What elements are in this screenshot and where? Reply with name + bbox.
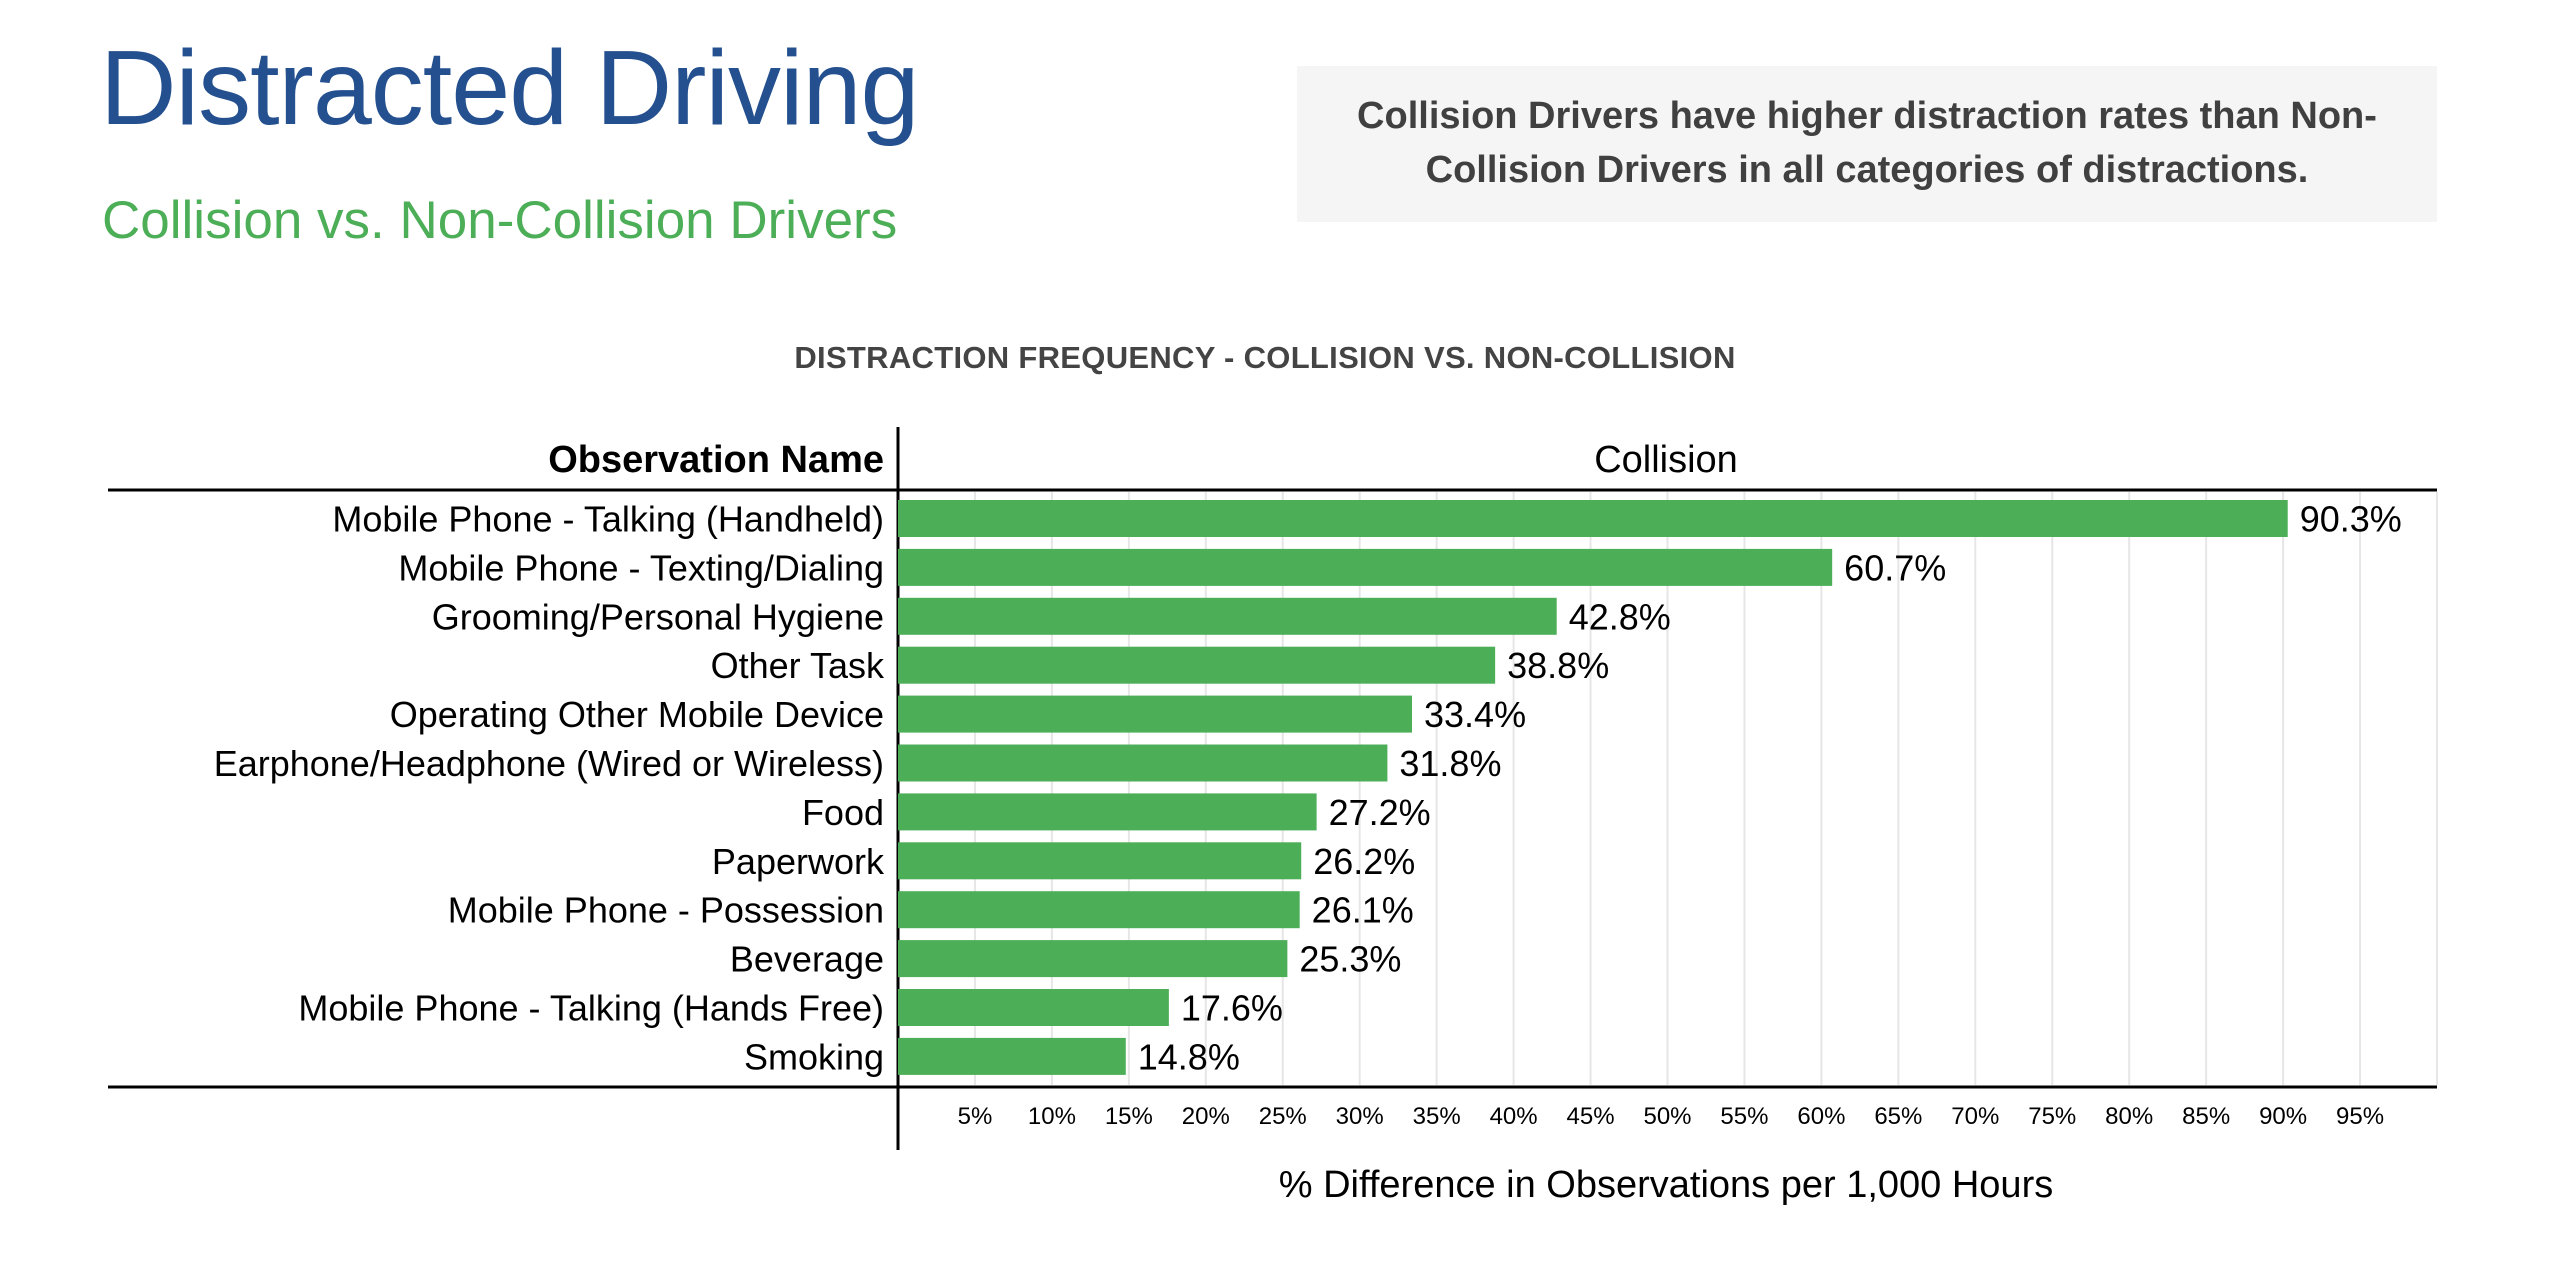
bar xyxy=(898,548,1833,586)
bar xyxy=(898,500,2288,537)
row-header: Observation Name xyxy=(548,439,884,481)
value-label: 60.7% xyxy=(1844,547,1946,588)
chart-title: DISTRACTION FREQUENCY - COLLISION VS. NO… xyxy=(794,340,1736,375)
x-tick-label: 95% xyxy=(2336,1103,2384,1130)
bar xyxy=(898,842,1302,880)
column-header: Collision xyxy=(1594,439,1738,481)
x-tick-label: 85% xyxy=(2182,1103,2230,1130)
value-label: 17.6% xyxy=(1181,988,1283,1029)
category-label: Grooming/Personal Hygiene xyxy=(432,596,884,637)
callout-text: Collision Drivers have higher distractio… xyxy=(1357,95,2377,191)
category-label: Other Task xyxy=(711,645,885,686)
value-label: 38.8% xyxy=(1507,645,1609,686)
x-tick-label: 60% xyxy=(1797,1103,1845,1130)
value-label: 26.1% xyxy=(1312,890,1414,931)
value-label: 33.4% xyxy=(1424,694,1526,735)
chart-axes: Observation Name Collision % Difference … xyxy=(108,427,2437,1206)
x-tick-label: 45% xyxy=(1567,1103,1615,1130)
category-label: Smoking xyxy=(744,1036,884,1077)
x-tick-label: 65% xyxy=(1874,1103,1922,1130)
x-tick-label: 5% xyxy=(958,1103,993,1130)
x-tick-label: 15% xyxy=(1105,1103,1153,1130)
x-axis-label: % Difference in Observations per 1,000 H… xyxy=(1279,1164,2053,1206)
value-label: 25.3% xyxy=(1299,939,1401,980)
category-label: Mobile Phone - Possession xyxy=(448,890,884,931)
category-label: Mobile Phone - Texting/Dialing xyxy=(398,547,884,588)
value-label: 90.3% xyxy=(2300,499,2402,540)
x-tick-label: 10% xyxy=(1028,1103,1076,1130)
x-axis-ticks: 5% 10% 15% 20% 25% 30% 35% 40% 45% 50% 55% 60% 65% 70… xyxy=(958,1103,2384,1130)
x-tick-label: 35% xyxy=(1413,1103,1461,1130)
bar xyxy=(898,744,1388,782)
category-label: Beverage xyxy=(730,939,884,980)
value-label: 27.2% xyxy=(1329,792,1431,833)
x-tick-label: 55% xyxy=(1720,1103,1768,1130)
bar xyxy=(898,793,1317,831)
x-tick-label: 50% xyxy=(1643,1103,1691,1130)
bar xyxy=(898,940,1288,978)
x-tick-label: 30% xyxy=(1336,1103,1384,1130)
x-tick-label: 75% xyxy=(2028,1103,2076,1130)
bar xyxy=(898,1037,1126,1075)
bar xyxy=(898,695,1413,733)
value-labels: 90.3% 60.7% 42.8% 38.8% 33.4% 31.8% 27.2% 26.2%… xyxy=(1138,499,2402,1078)
value-label: 14.8% xyxy=(1138,1036,1240,1077)
callout-box: Collision Drivers have higher distractio… xyxy=(1297,66,2437,222)
value-label: 31.8% xyxy=(1399,743,1501,784)
bar xyxy=(898,989,1169,1026)
bars xyxy=(898,500,2288,1075)
value-label: 26.2% xyxy=(1313,841,1415,882)
page-title: Distracted Driving xyxy=(100,29,919,147)
page-subtitle: Collision vs. Non-Collision Drivers xyxy=(102,191,898,250)
bar xyxy=(898,891,1300,929)
value-label: 42.8% xyxy=(1569,596,1671,637)
category-label: Operating Other Mobile Device xyxy=(390,694,884,735)
x-tick-label: 40% xyxy=(1490,1103,1538,1130)
category-label: Paperwork xyxy=(712,841,885,882)
category-label: Earphone/Headphone (Wired or Wireless) xyxy=(214,743,884,784)
category-labels: Mobile Phone - Talking (Handheld) Mobile … xyxy=(214,499,885,1078)
x-tick-label: 70% xyxy=(1951,1103,1999,1130)
category-label: Mobile Phone - Talking (Handheld) xyxy=(332,499,884,540)
category-label: Mobile Phone - Talking (Hands Free) xyxy=(298,988,884,1029)
gridlines xyxy=(973,492,2438,1085)
category-label: Food xyxy=(802,792,884,833)
bar xyxy=(898,646,1496,684)
x-tick-label: 80% xyxy=(2105,1103,2153,1130)
x-tick-label: 25% xyxy=(1259,1103,1307,1130)
bar xyxy=(898,597,1557,635)
x-tick-label: 20% xyxy=(1182,1103,1230,1130)
x-tick-label: 90% xyxy=(2259,1103,2307,1130)
